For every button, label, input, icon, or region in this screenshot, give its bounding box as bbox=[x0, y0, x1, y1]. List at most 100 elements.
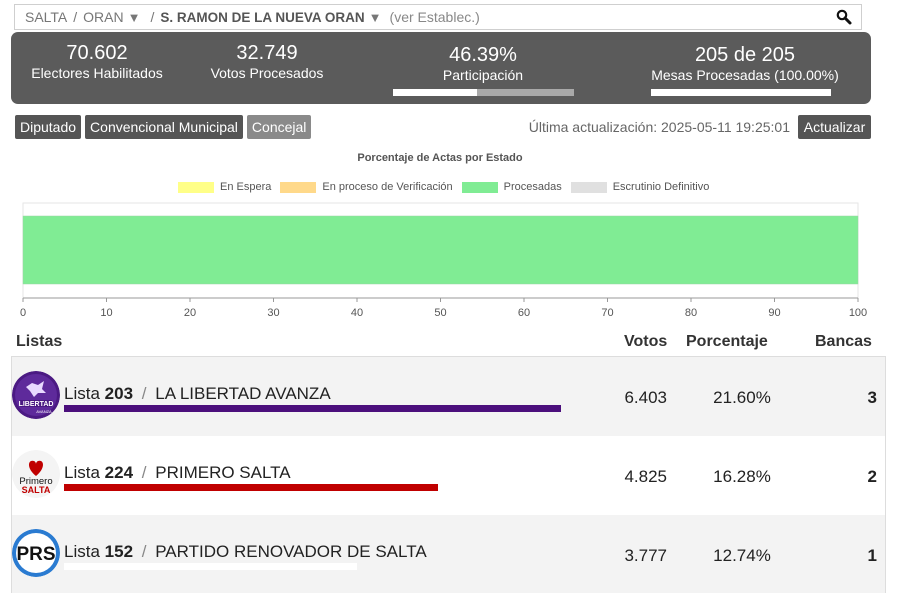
breadcrumb-department[interactable]: ORAN bbox=[83, 9, 124, 25]
seats-cell: 3 bbox=[867, 388, 877, 407]
lista-prefix: Lista bbox=[64, 542, 100, 561]
party-name: Lista 203 / LA LIBERTAD AVANZA bbox=[64, 384, 331, 403]
x-tick-label: 20 bbox=[184, 307, 196, 319]
breadcrumb-separator: / bbox=[150, 9, 155, 25]
legend-label: Escrutinio Definitivo bbox=[612, 181, 710, 193]
x-tick-label: 30 bbox=[267, 307, 279, 319]
municipality-dropdown-icon[interactable]: ▼ bbox=[368, 9, 382, 25]
results-table-header: Listas Votos Porcentaje Bancas bbox=[0, 333, 899, 355]
last-updated-text: Última actualización: 2025-05-11 19:25:0… bbox=[528, 119, 790, 135]
header-votos: Votos bbox=[624, 333, 668, 350]
participacion-progress-fill bbox=[393, 89, 477, 96]
legend-item-en-espera[interactable]: En Espera bbox=[178, 181, 271, 193]
department-dropdown-icon[interactable]: ▼ bbox=[127, 9, 141, 25]
percentage-cell: 16.28% bbox=[713, 467, 771, 486]
x-tick-label: 70 bbox=[601, 307, 613, 319]
votos-label: Votos Procesados bbox=[210, 65, 324, 81]
x-tick-label: 40 bbox=[351, 307, 363, 319]
tab-convencional-municipal[interactable]: Convencional Municipal bbox=[85, 115, 243, 139]
legend-label: Procesadas bbox=[503, 181, 562, 193]
legend-swatch bbox=[461, 181, 498, 193]
table-row[interactable]: Primero SALTA Lista 224 / PRIMERO SALTA … bbox=[12, 436, 885, 515]
mesas-label: Mesas Procesadas (100.00%) bbox=[651, 67, 839, 83]
prs-logo-icon: PRS bbox=[12, 529, 60, 577]
summary-panel: 70.602 Electores Habilitados 32.749 Voto… bbox=[11, 32, 871, 104]
stat-mesas: 205 de 205 Mesas Procesadas (100.00%) bbox=[645, 44, 845, 84]
breadcrumb-municipality[interactable]: S. RAMON DE LA NUEVA ORAN bbox=[160, 9, 365, 25]
electores-value: 70.602 bbox=[66, 42, 128, 64]
legend-item-procesadas[interactable]: Procesadas bbox=[461, 181, 562, 193]
search-icon[interactable] bbox=[835, 8, 853, 26]
votes-cell: 3.777 bbox=[624, 546, 667, 565]
x-tick-label: 80 bbox=[685, 307, 697, 319]
table-row[interactable]: PRS Lista 152 / PARTIDO RENOVADOR DE SAL… bbox=[12, 515, 885, 593]
category-tabs: Diputado Convencional Municipal Concejal bbox=[15, 115, 312, 139]
header-bancas: Bancas bbox=[815, 333, 872, 350]
tab-diputado[interactable]: Diputado bbox=[15, 115, 82, 139]
lista-number: 203 bbox=[104, 384, 134, 403]
chart-title: Porcentaje de Actas por Estado bbox=[357, 152, 523, 164]
party-label: LA LIBERTAD AVANZA bbox=[155, 384, 331, 403]
legend-swatch bbox=[570, 181, 607, 193]
electores-label: Electores Habilitados bbox=[31, 65, 163, 81]
lista-prefix: Lista bbox=[64, 463, 100, 482]
header-porcentaje: Porcentaje bbox=[686, 333, 768, 350]
svg-text:LIBERTAD: LIBERTAD bbox=[19, 401, 54, 408]
location-breadcrumb: SALTA / ORAN ▼ / S. RAMON DE LA NUEVA OR… bbox=[14, 4, 862, 30]
x-tick-label: 60 bbox=[518, 307, 530, 319]
x-tick-label: 100 bbox=[849, 307, 867, 319]
svg-text:SALTA: SALTA bbox=[22, 485, 51, 495]
svg-text:PRS: PRS bbox=[16, 544, 55, 565]
svg-text:Primero: Primero bbox=[19, 476, 52, 487]
participacion-label: Participación bbox=[442, 67, 524, 83]
breadcrumb-separator: / bbox=[73, 9, 78, 25]
tab-concejal[interactable]: Concejal bbox=[246, 115, 312, 139]
vote-share-bar bbox=[64, 405, 561, 412]
view-establishments-link[interactable]: (ver Establec.) bbox=[389, 9, 480, 25]
stat-participacion: 46.39% Participación bbox=[393, 44, 573, 84]
percentage-cell: 21.60% bbox=[713, 388, 771, 407]
percentage-cell: 12.74% bbox=[713, 546, 771, 565]
lista-number: 224 bbox=[104, 463, 134, 482]
mesas-value: 205 de 205 bbox=[694, 44, 796, 66]
party-name: Lista 152 / PARTIDO RENOVADOR DE SALTA bbox=[64, 542, 427, 561]
lista-number: 152 bbox=[104, 542, 134, 561]
legend-label: En proceso de Verificación bbox=[322, 181, 453, 193]
stat-votos: 32.749 Votos Procesados bbox=[207, 42, 327, 82]
mesas-progress-bar bbox=[651, 89, 831, 96]
seats-cell: 1 bbox=[867, 546, 877, 565]
libertad-avanza-logo-icon: LIBERTAD AVANZA bbox=[12, 371, 60, 419]
seats-cell: 2 bbox=[867, 467, 877, 486]
votos-value: 32.749 bbox=[236, 42, 298, 64]
chart-legend: En Espera En proceso de Verificación Pro… bbox=[178, 181, 718, 193]
votes-cell: 4.825 bbox=[624, 467, 667, 486]
legend-item-en-proceso[interactable]: En proceso de Verificación bbox=[280, 181, 453, 193]
participacion-progress-bar bbox=[393, 89, 574, 96]
legend-label: En Espera bbox=[220, 181, 272, 193]
votes-cell: 6.403 bbox=[624, 388, 667, 407]
participacion-value: 46.39% bbox=[449, 44, 517, 66]
stat-electores: 70.602 Electores Habilitados bbox=[25, 42, 169, 82]
legend-swatch bbox=[280, 181, 317, 193]
legend-item-escrutinio-definitivo[interactable]: Escrutinio Definitivo bbox=[570, 181, 710, 193]
actas-status-chart: 0 10 20 30 40 50 60 70 80 90 100 bbox=[20, 202, 867, 319]
vote-share-bar bbox=[64, 563, 357, 570]
x-tick-label: 50 bbox=[434, 307, 446, 319]
vote-share-bar bbox=[64, 484, 438, 491]
header-listas: Listas bbox=[16, 333, 63, 350]
party-label: PARTIDO RENOVADOR DE SALTA bbox=[155, 542, 427, 561]
party-label: PRIMERO SALTA bbox=[155, 463, 291, 482]
legend-swatch bbox=[178, 181, 214, 193]
x-tick-label: 0 bbox=[20, 307, 26, 319]
svg-text:AVANZA: AVANZA bbox=[36, 409, 52, 414]
x-tick-label: 10 bbox=[100, 307, 112, 319]
lista-prefix: Lista bbox=[64, 384, 100, 403]
mesas-progress-fill bbox=[651, 89, 831, 96]
refresh-button[interactable]: Actualizar bbox=[798, 115, 871, 139]
party-name: Lista 224 / PRIMERO SALTA bbox=[64, 463, 291, 482]
breadcrumb-province[interactable]: SALTA bbox=[25, 9, 68, 25]
primero-salta-logo-icon: Primero SALTA bbox=[12, 450, 60, 498]
x-tick-label: 90 bbox=[768, 307, 780, 319]
bar-segment-procesadas bbox=[22, 215, 859, 285]
table-row[interactable]: LIBERTAD AVANZA Lista 203 / LA LIBERTAD … bbox=[12, 357, 885, 436]
